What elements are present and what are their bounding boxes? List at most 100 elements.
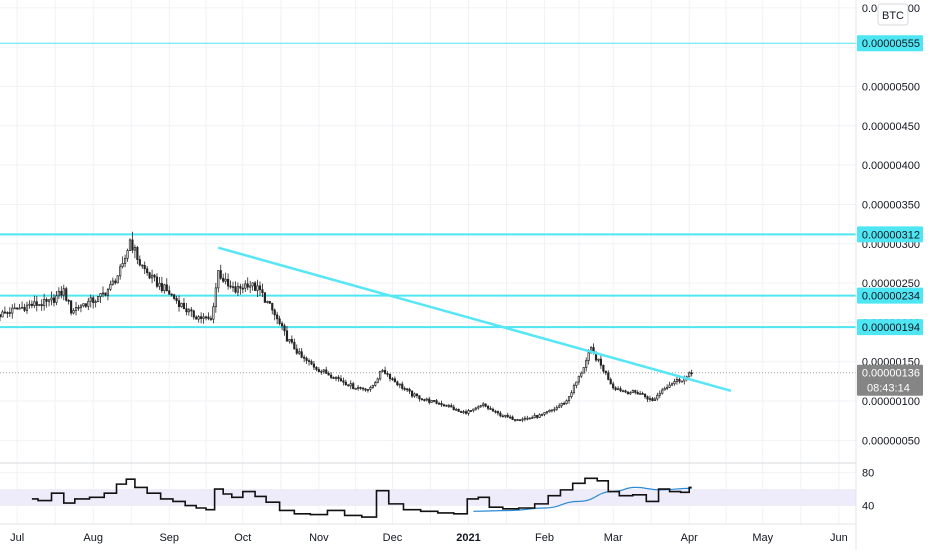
candle bbox=[484, 403, 487, 408]
candle bbox=[460, 410, 463, 413]
candle bbox=[77, 304, 80, 311]
candle bbox=[523, 415, 526, 422]
price-tick-label: 0.00000450 bbox=[862, 121, 920, 133]
candle bbox=[658, 390, 661, 399]
candle bbox=[457, 408, 460, 413]
candle bbox=[575, 381, 578, 389]
candle bbox=[175, 295, 178, 304]
candle bbox=[354, 387, 357, 390]
candle bbox=[391, 377, 394, 381]
time-tick-label: 2021 bbox=[456, 532, 480, 544]
candle bbox=[499, 410, 502, 418]
candle bbox=[423, 398, 426, 402]
candle bbox=[560, 402, 563, 408]
currency-label: BTC bbox=[882, 10, 904, 22]
candle bbox=[197, 315, 200, 323]
candle bbox=[229, 280, 232, 289]
candle bbox=[168, 285, 171, 295]
horizontal-levels[interactable] bbox=[0, 42, 856, 329]
candle bbox=[364, 388, 367, 392]
candle bbox=[207, 312, 210, 321]
candle bbox=[158, 277, 161, 290]
candle bbox=[401, 381, 404, 391]
candle bbox=[320, 369, 323, 375]
candle bbox=[23, 303, 26, 312]
candle bbox=[155, 273, 159, 289]
candle bbox=[190, 306, 193, 317]
candle bbox=[425, 397, 428, 402]
candle bbox=[533, 413, 536, 419]
candle bbox=[435, 399, 438, 405]
candle bbox=[89, 294, 92, 308]
candle bbox=[688, 371, 691, 378]
candle bbox=[403, 386, 406, 392]
candle bbox=[285, 326, 289, 342]
currency-badge[interactable]: BTC bbox=[877, 3, 909, 26]
candle bbox=[87, 297, 90, 311]
candle bbox=[491, 407, 495, 412]
time-tick-label: Apr bbox=[681, 532, 698, 544]
candle bbox=[72, 308, 75, 315]
candle bbox=[634, 389, 637, 395]
time-tick-label: May bbox=[752, 532, 773, 544]
candle bbox=[602, 364, 605, 374]
candle bbox=[619, 386, 622, 393]
candle bbox=[599, 355, 603, 369]
grid bbox=[0, 0, 856, 524]
candle bbox=[388, 373, 392, 382]
candle bbox=[106, 287, 110, 301]
candle bbox=[690, 369, 693, 377]
candle bbox=[312, 360, 316, 370]
candle bbox=[349, 380, 352, 390]
price-tick-label: 0.00000100 bbox=[862, 396, 920, 408]
candle bbox=[398, 383, 401, 389]
candle bbox=[322, 369, 325, 374]
candle bbox=[136, 245, 139, 265]
candle bbox=[295, 344, 298, 355]
candle bbox=[636, 390, 639, 395]
candle bbox=[192, 309, 195, 320]
candle bbox=[509, 414, 512, 419]
candle bbox=[553, 406, 556, 413]
candle bbox=[30, 300, 33, 309]
candle bbox=[227, 273, 230, 290]
candle bbox=[641, 391, 644, 395]
candle bbox=[195, 315, 198, 320]
candle bbox=[40, 299, 43, 311]
candle bbox=[0, 314, 2, 322]
candle bbox=[342, 377, 345, 386]
candle bbox=[538, 413, 541, 418]
candle bbox=[258, 281, 262, 296]
candle bbox=[359, 386, 362, 390]
candle bbox=[563, 401, 566, 405]
candle bbox=[479, 404, 482, 408]
level-price-label: 0.00000234 bbox=[862, 291, 920, 303]
candle bbox=[288, 338, 291, 344]
candle bbox=[357, 385, 360, 391]
time-axis[interactable]: Jul Aug Sep Oct Nov Dec 2021 Feb Mar Apr May Jun bbox=[10, 532, 848, 544]
candle bbox=[366, 389, 369, 393]
candle bbox=[119, 263, 122, 280]
candle bbox=[271, 302, 274, 315]
candle bbox=[18, 303, 21, 310]
candle bbox=[202, 313, 205, 324]
candle bbox=[582, 367, 585, 374]
candle bbox=[496, 410, 499, 416]
trendline[interactable] bbox=[217, 246, 732, 393]
level-price-label: 0.00000312 bbox=[862, 229, 920, 241]
candle bbox=[531, 415, 534, 419]
candle bbox=[511, 415, 514, 421]
candle bbox=[231, 281, 235, 292]
candle bbox=[352, 381, 355, 390]
candle bbox=[204, 315, 208, 321]
candle bbox=[334, 376, 338, 382]
candlesticks bbox=[0, 231, 693, 423]
candle bbox=[339, 375, 343, 382]
candle bbox=[6, 311, 9, 318]
candle bbox=[379, 370, 382, 381]
candle bbox=[629, 391, 632, 395]
candle bbox=[57, 287, 60, 300]
candle bbox=[256, 279, 259, 297]
level-price-label: 0.00000194 bbox=[862, 322, 920, 334]
